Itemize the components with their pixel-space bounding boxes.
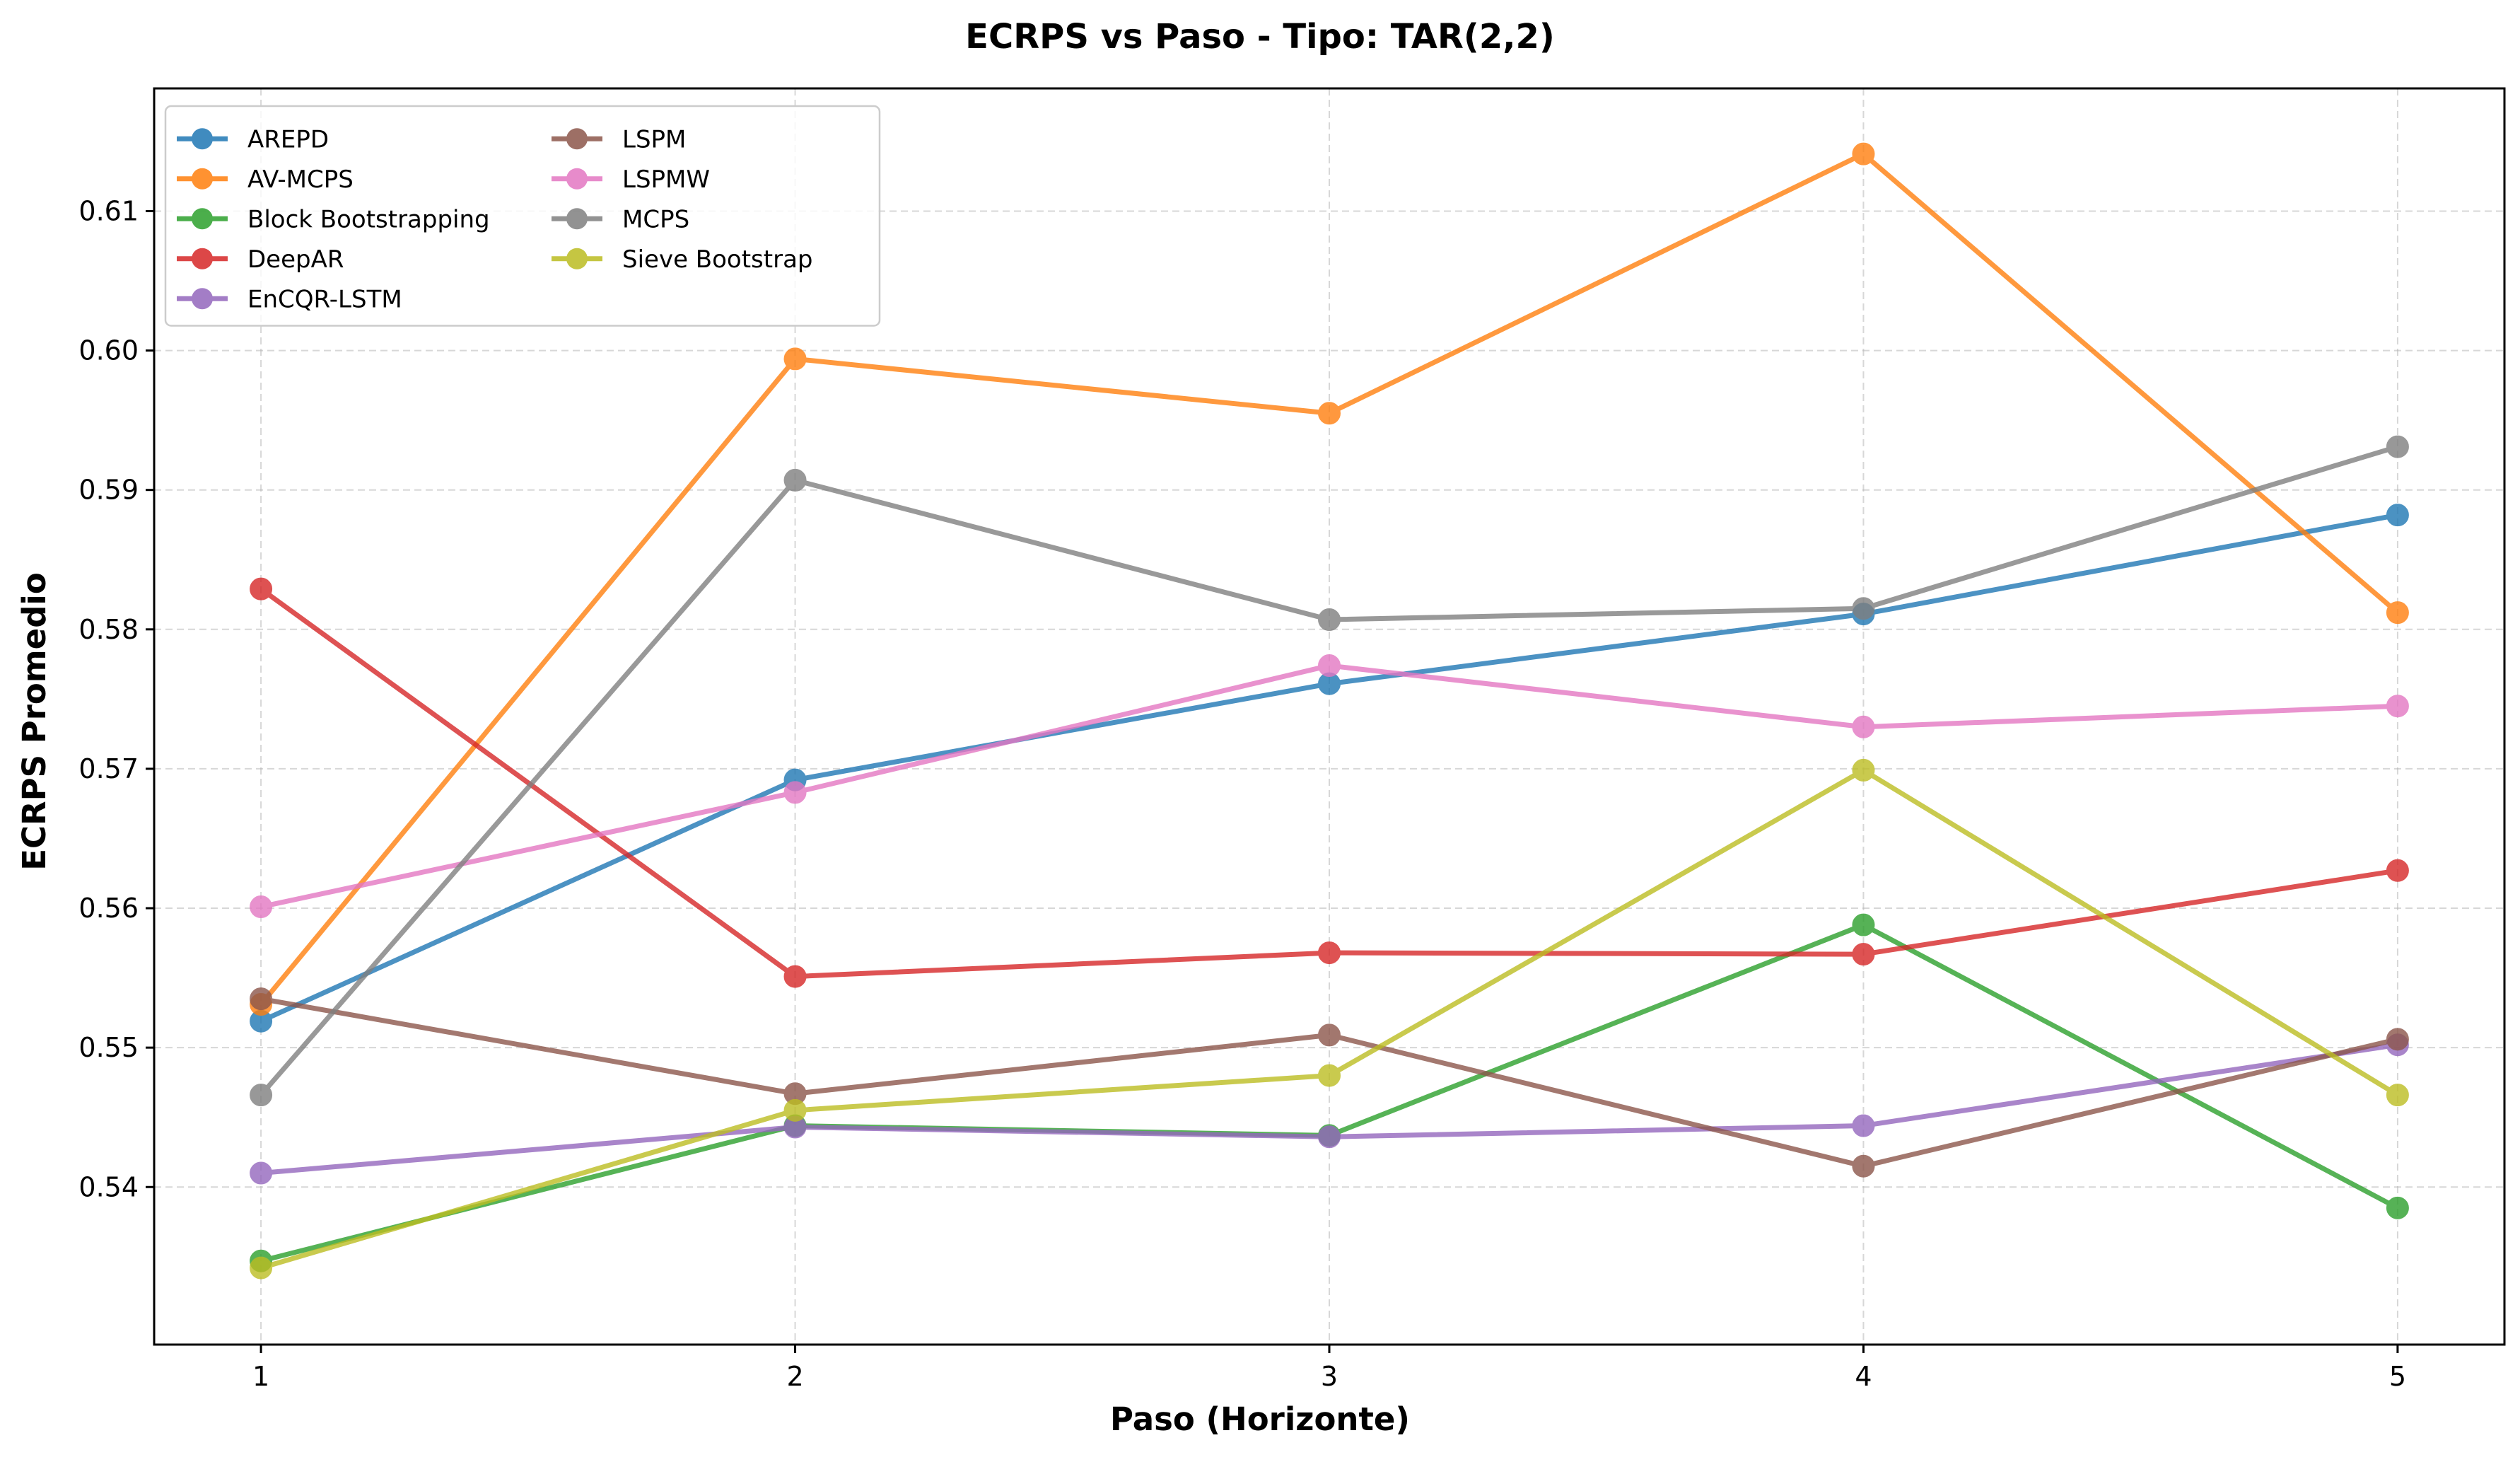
legend-label: Block Bootstrapping bbox=[247, 205, 490, 233]
y-tick-label: 0.61 bbox=[78, 195, 139, 226]
y-tick-label: 0.55 bbox=[78, 1032, 139, 1063]
data-point bbox=[2386, 435, 2409, 458]
series-lspmw bbox=[250, 654, 2409, 919]
x-tick-label: 2 bbox=[786, 1361, 803, 1392]
legend-swatch-marker bbox=[192, 248, 213, 269]
legend-swatch-marker bbox=[566, 168, 588, 190]
data-point bbox=[250, 577, 273, 601]
series-mcps bbox=[250, 435, 2409, 1107]
y-tick-label: 0.58 bbox=[78, 614, 139, 645]
data-point bbox=[2386, 1084, 2409, 1107]
series-layer bbox=[250, 142, 2409, 1280]
legend-label: MCPS bbox=[622, 205, 689, 233]
legend-label: LSPM bbox=[622, 125, 686, 153]
data-point bbox=[2386, 695, 2409, 718]
legend-box bbox=[164, 105, 881, 327]
legend-item bbox=[552, 168, 602, 190]
data-point bbox=[783, 347, 807, 371]
legend-swatch-marker bbox=[192, 168, 213, 190]
data-point bbox=[250, 1084, 273, 1107]
data-point bbox=[783, 468, 807, 492]
data-point bbox=[2386, 601, 2409, 625]
data-point bbox=[1852, 142, 1875, 166]
data-point bbox=[1852, 1114, 1875, 1137]
series-encqr-lstm bbox=[250, 1033, 2409, 1185]
x-axis-label: Paso (Horizonte) bbox=[1110, 1400, 1410, 1438]
legend-swatch-marker bbox=[192, 288, 213, 310]
legend-item bbox=[552, 248, 602, 269]
legend-swatch-marker bbox=[566, 248, 588, 269]
legend-swatch-marker bbox=[192, 128, 213, 150]
data-point bbox=[1852, 943, 1875, 966]
data-point bbox=[250, 895, 273, 919]
data-point bbox=[1318, 654, 1341, 678]
data-point bbox=[783, 965, 807, 988]
series-lspm bbox=[250, 987, 2409, 1178]
data-point bbox=[1318, 1064, 1341, 1087]
legend-label: LSPMW bbox=[622, 166, 710, 194]
data-point bbox=[1318, 1125, 1341, 1149]
ticks-layer: 1 2 3 4 5 0.54 0.55 0.56 0.57 0.58 0.59 0.60 0.61 bbox=[78, 195, 2406, 1392]
chart-title: ECRPS vs Paso - Tipo: TAR(2,2) bbox=[965, 17, 1555, 57]
data-point bbox=[250, 1256, 273, 1280]
data-point bbox=[1318, 1023, 1341, 1047]
data-point bbox=[783, 781, 807, 804]
legend-item bbox=[177, 248, 228, 269]
legend-label: AREPD bbox=[247, 125, 329, 153]
y-axis-label: ECRPS Promedio bbox=[16, 572, 53, 871]
legend-item bbox=[177, 168, 228, 190]
data-point bbox=[1852, 913, 1875, 936]
data-point bbox=[2386, 1196, 2409, 1219]
legend-swatch-marker bbox=[192, 208, 213, 230]
series-sieve-bootstrap bbox=[250, 758, 2409, 1280]
y-tick-label: 0.59 bbox=[78, 475, 139, 506]
data-point bbox=[2386, 504, 2409, 527]
y-tick-label: 0.60 bbox=[78, 335, 139, 366]
data-point bbox=[1318, 941, 1341, 965]
legend-item bbox=[552, 208, 602, 230]
legend-item bbox=[177, 128, 228, 150]
legend-item bbox=[177, 208, 228, 230]
y-tick-label: 0.54 bbox=[78, 1171, 139, 1202]
data-point bbox=[250, 987, 273, 1011]
data-point bbox=[1852, 597, 1875, 620]
y-tick-label: 0.56 bbox=[78, 893, 139, 924]
legend-label: EnCQR-LSTM bbox=[247, 285, 402, 313]
x-tick-label: 5 bbox=[2389, 1361, 2406, 1392]
series-deepar bbox=[250, 577, 2409, 988]
legend-item bbox=[552, 128, 602, 150]
legend-item bbox=[177, 288, 228, 310]
legend-swatch-marker bbox=[566, 128, 588, 150]
data-point bbox=[1852, 758, 1875, 782]
data-point bbox=[250, 1161, 273, 1185]
legend-label: AV-MCPS bbox=[247, 166, 354, 194]
data-point bbox=[1852, 1154, 1875, 1178]
data-point bbox=[2386, 859, 2409, 882]
y-tick-label: 0.57 bbox=[78, 753, 139, 784]
data-point bbox=[1318, 608, 1341, 632]
data-point bbox=[1852, 715, 1875, 738]
legend-swatch-marker bbox=[566, 208, 588, 230]
data-point bbox=[1318, 402, 1341, 425]
legend: AREPD AV-MCPS Block Bootstrapping DeepAR EnC… bbox=[164, 105, 881, 327]
x-tick-label: 4 bbox=[1855, 1361, 1872, 1392]
legend-label: Sieve Bootstrap bbox=[622, 245, 813, 274]
x-tick-label: 1 bbox=[252, 1361, 269, 1392]
data-point bbox=[2386, 1028, 2409, 1051]
data-point bbox=[783, 1098, 807, 1122]
x-tick-label: 3 bbox=[1321, 1361, 1338, 1392]
legend-label: DeepAR bbox=[247, 245, 344, 274]
